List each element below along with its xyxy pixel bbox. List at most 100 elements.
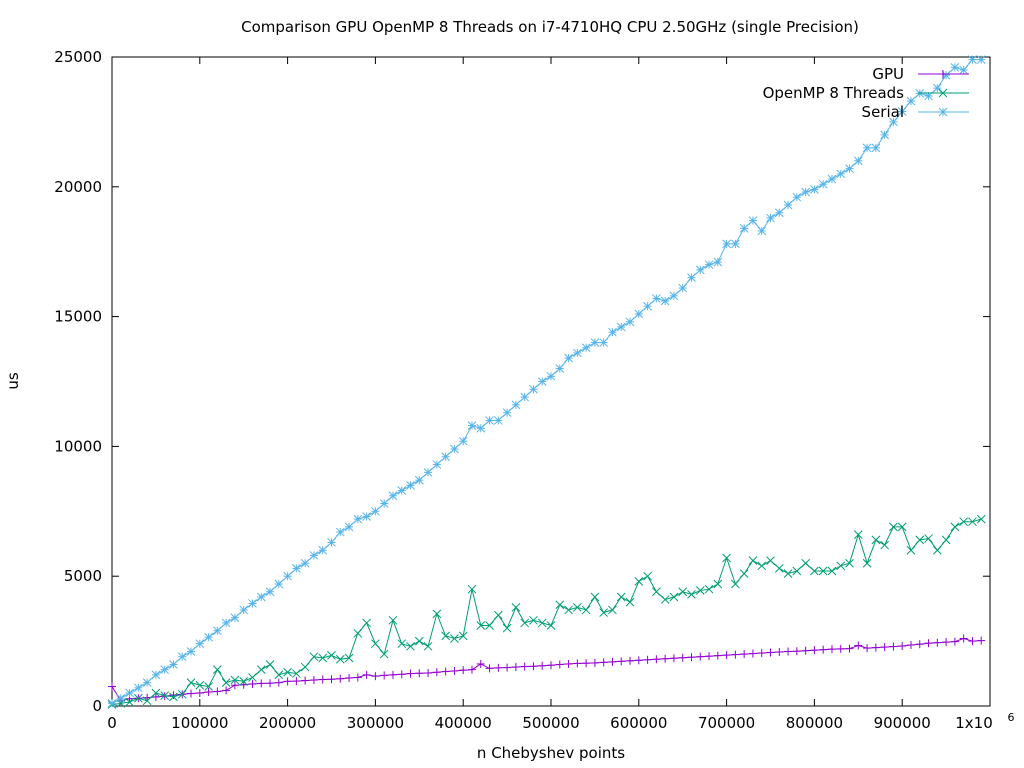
data-point-openmp-8-threads (379, 649, 389, 659)
data-point-serial (344, 522, 354, 532)
data-point-openmp-8-threads (836, 561, 846, 571)
data-point-serial (362, 512, 371, 521)
x-tick-label: 400000 (435, 714, 492, 732)
data-point-openmp-8-threads (845, 558, 854, 568)
data-point-openmp-8-threads (230, 675, 240, 685)
data-point-gpu (362, 670, 371, 679)
data-point-openmp-8-threads (572, 602, 582, 612)
data-point-gpu (230, 681, 239, 690)
data-point-gpu (476, 659, 485, 668)
data-point-serial (625, 317, 635, 327)
data-point-gpu (257, 679, 266, 688)
data-point-serial (432, 460, 442, 469)
data-point-openmp-8-threads (476, 621, 486, 630)
series-line-serial (111, 59, 982, 704)
data-point-gpu (529, 662, 538, 671)
data-point-gpu (845, 644, 854, 653)
data-point-serial (292, 564, 301, 573)
x-axis-label: n Chebyshev points (477, 744, 625, 762)
data-point-serial (608, 327, 617, 337)
data-point-serial (932, 83, 942, 93)
legend-marker-gpu (939, 70, 947, 78)
data-point-serial (371, 506, 380, 516)
data-point-serial (818, 179, 828, 189)
data-point-openmp-8-threads (309, 652, 319, 662)
data-point-serial (423, 468, 433, 477)
data-point-openmp-8-threads (493, 610, 503, 620)
data-point-serial (195, 639, 205, 649)
data-point-gpu (854, 641, 863, 650)
data-point-serial (414, 475, 424, 485)
data-point-gpu (371, 672, 380, 681)
data-point-openmp-8-threads (897, 522, 907, 532)
data-point-serial (871, 143, 881, 153)
data-point-openmp-8-threads (695, 586, 705, 595)
x-tick-label: 800000 (786, 714, 843, 732)
data-point-gpu (950, 637, 959, 646)
data-point-serial (450, 444, 459, 454)
data-point-openmp-8-threads (239, 676, 249, 686)
data-point-gpu (599, 658, 608, 667)
data-point-openmp-8-threads (652, 587, 661, 597)
data-point-gpu (652, 655, 661, 664)
data-point-gpu (801, 646, 810, 655)
series-line-openmp-8-threads (111, 518, 982, 706)
legend-label-serial: Serial (862, 103, 904, 121)
data-point-serial (318, 545, 328, 555)
data-point-serial (757, 226, 767, 236)
data-point-serial (467, 421, 477, 430)
data-point-openmp-8-threads (880, 540, 889, 550)
data-point-serial (388, 491, 398, 501)
data-point-gpu (380, 671, 389, 680)
data-point-gpu (898, 642, 907, 651)
x-tick-label: 200000 (259, 714, 316, 732)
data-point-serial (783, 200, 793, 210)
data-point-serial (520, 392, 530, 402)
data-point-serial (397, 486, 407, 495)
data-point-openmp-8-threads (406, 641, 415, 651)
data-point-openmp-8-threads (766, 556, 775, 565)
data-point-serial (836, 169, 846, 179)
data-point-gpu (863, 644, 872, 653)
data-point-serial (458, 436, 468, 446)
data-point-openmp-8-threads (555, 600, 565, 610)
data-point-gpu (397, 670, 406, 679)
data-point-gpu (871, 643, 880, 652)
data-point-gpu (661, 654, 670, 663)
data-point-openmp-8-threads (704, 584, 714, 594)
data-point-openmp-8-threads (256, 665, 266, 675)
data-point-openmp-8-threads (177, 689, 187, 699)
legend-label-gpu: GPU (872, 65, 904, 83)
data-point-gpu (889, 642, 898, 651)
data-point-serial (151, 670, 161, 680)
data-point-serial (652, 294, 661, 303)
data-point-openmp-8-threads (862, 558, 872, 568)
data-point-serial (739, 223, 749, 233)
data-point-serial (177, 652, 187, 662)
data-point-openmp-8-threads (590, 592, 600, 602)
data-point-serial (678, 283, 688, 293)
data-point-openmp-8-threads (546, 621, 556, 630)
data-point-serial (142, 678, 152, 687)
data-point-gpu (292, 677, 301, 686)
data-point-openmp-8-threads (669, 592, 679, 602)
data-point-gpu (626, 656, 635, 665)
data-point-serial (774, 208, 784, 218)
data-point-serial (722, 239, 731, 249)
data-point-openmp-8-threads (450, 634, 459, 643)
data-point-gpu (485, 664, 494, 673)
data-point-serial (968, 55, 977, 64)
series-line-gpu (111, 637, 982, 702)
data-point-openmp-8-threads (274, 670, 284, 680)
data-point-gpu (564, 659, 573, 668)
data-point-openmp-8-threads (327, 651, 336, 660)
data-point-serial (274, 579, 284, 589)
data-point-serial (406, 480, 415, 490)
x-tick-label: 900000 (874, 714, 931, 732)
data-point-serial (546, 371, 556, 381)
data-point-openmp-8-threads (959, 517, 969, 527)
y-tick-label: 5000 (64, 567, 102, 585)
data-point-gpu (336, 674, 345, 683)
data-point-serial (186, 647, 196, 656)
data-point-serial (669, 291, 679, 301)
